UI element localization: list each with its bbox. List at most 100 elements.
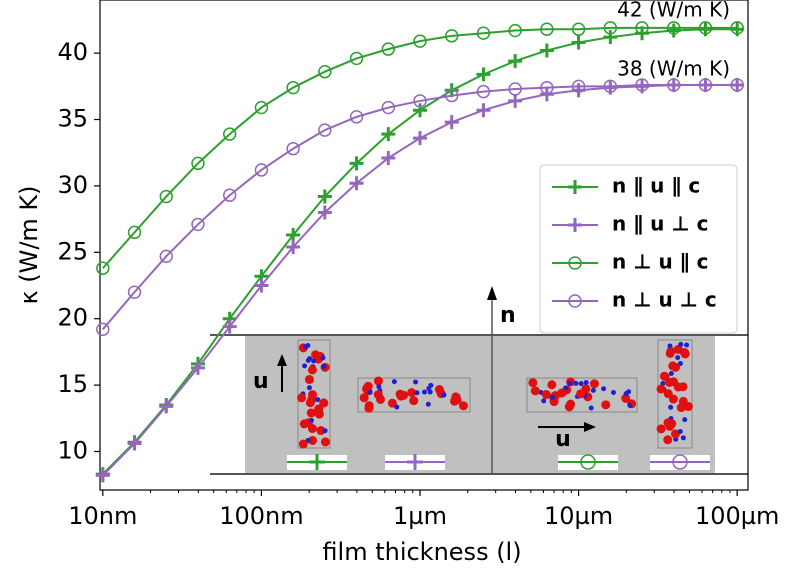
plus-marker bbox=[190, 360, 205, 375]
inset-icon-marker bbox=[309, 454, 325, 470]
legend-label: n ⊥ u ⊥ c bbox=[612, 288, 717, 312]
annotation: 38 (W/m K) bbox=[617, 57, 730, 81]
circle-marker bbox=[571, 22, 586, 36]
atom bbox=[319, 398, 329, 408]
plus-marker bbox=[286, 228, 301, 243]
circle-marker bbox=[318, 65, 332, 79]
normal-label: n bbox=[500, 303, 516, 328]
atom bbox=[425, 401, 431, 407]
atom bbox=[677, 428, 683, 434]
atom bbox=[668, 370, 674, 376]
atom bbox=[676, 403, 686, 413]
x-tick-label: 100µm bbox=[695, 502, 779, 530]
atom bbox=[394, 404, 400, 410]
atom bbox=[297, 393, 307, 403]
atom bbox=[306, 408, 316, 418]
circle-marker bbox=[571, 79, 586, 94]
series-line bbox=[102, 26, 738, 269]
atom bbox=[549, 394, 555, 400]
x-tick-label: 1µm bbox=[393, 502, 447, 530]
atom bbox=[667, 419, 677, 429]
atom bbox=[680, 348, 690, 358]
legend-box bbox=[539, 164, 738, 334]
atom bbox=[459, 401, 469, 411]
normal-arrow bbox=[487, 286, 497, 300]
circle-marker bbox=[603, 79, 618, 94]
plus-marker bbox=[349, 156, 364, 171]
atom bbox=[610, 390, 616, 396]
circle-marker bbox=[191, 217, 205, 232]
circle-marker bbox=[730, 78, 744, 92]
atom bbox=[320, 437, 330, 447]
atom bbox=[588, 405, 594, 411]
u-arrow-head bbox=[584, 422, 596, 432]
x-tick-label: 100nm bbox=[219, 502, 303, 530]
circle-marker bbox=[96, 322, 110, 337]
plus-marker bbox=[381, 127, 396, 142]
atom bbox=[528, 378, 538, 388]
molecule-box bbox=[357, 377, 471, 413]
circle-marker bbox=[730, 21, 744, 35]
atom bbox=[671, 362, 681, 372]
atom bbox=[315, 397, 321, 403]
annotation: 42 (W/m K) bbox=[617, 0, 730, 22]
y-tick-label: 35 bbox=[57, 105, 88, 133]
atom bbox=[428, 382, 434, 388]
plus-marker bbox=[539, 43, 554, 58]
atom bbox=[364, 403, 374, 413]
circle-marker bbox=[540, 80, 554, 95]
atom bbox=[683, 402, 693, 412]
y-tick-label: 20 bbox=[57, 304, 88, 332]
circle-marker bbox=[381, 42, 395, 56]
circle-marker bbox=[381, 100, 395, 115]
circle-marker bbox=[127, 225, 142, 240]
plus-marker bbox=[444, 115, 459, 130]
atom bbox=[665, 348, 675, 358]
atom bbox=[563, 385, 569, 391]
atom bbox=[668, 394, 678, 404]
u-label: u bbox=[555, 427, 571, 452]
legend-label: n ⊥ u ∥ c bbox=[612, 250, 708, 274]
y-tick-label: 25 bbox=[57, 237, 88, 265]
plus-marker bbox=[476, 103, 491, 118]
atom bbox=[414, 390, 420, 396]
atom bbox=[601, 386, 607, 392]
molecule-box bbox=[526, 377, 638, 413]
circle-marker bbox=[254, 163, 269, 177]
circle-marker bbox=[159, 189, 173, 204]
atom bbox=[583, 379, 589, 385]
atom bbox=[441, 392, 447, 398]
u-label: u bbox=[253, 369, 269, 394]
circle-marker bbox=[445, 29, 459, 43]
atom bbox=[573, 380, 579, 386]
atom bbox=[359, 393, 369, 403]
atom bbox=[667, 343, 673, 349]
atom bbox=[621, 393, 631, 403]
plus-marker bbox=[317, 189, 332, 204]
circle-marker bbox=[286, 80, 300, 95]
atom bbox=[663, 435, 673, 445]
atom bbox=[590, 387, 596, 393]
atom bbox=[576, 389, 586, 399]
circle-marker bbox=[254, 100, 269, 115]
atom bbox=[314, 409, 324, 419]
atom bbox=[675, 355, 681, 361]
atom bbox=[306, 385, 312, 391]
atom bbox=[541, 390, 551, 400]
circle-marker bbox=[540, 22, 554, 36]
atom bbox=[321, 363, 327, 369]
y-axis-label: κ (W/m K) bbox=[15, 185, 43, 304]
plus-marker bbox=[381, 151, 396, 166]
plus-marker bbox=[286, 239, 301, 254]
atom bbox=[308, 417, 314, 423]
atom bbox=[373, 376, 383, 386]
circle-marker bbox=[222, 188, 237, 202]
atom bbox=[601, 400, 611, 410]
atom bbox=[656, 424, 666, 434]
circle-marker bbox=[349, 51, 364, 66]
y-tick-label: 10 bbox=[57, 436, 88, 464]
atom bbox=[557, 388, 567, 398]
circle-marker bbox=[508, 82, 522, 96]
atom bbox=[363, 381, 373, 391]
